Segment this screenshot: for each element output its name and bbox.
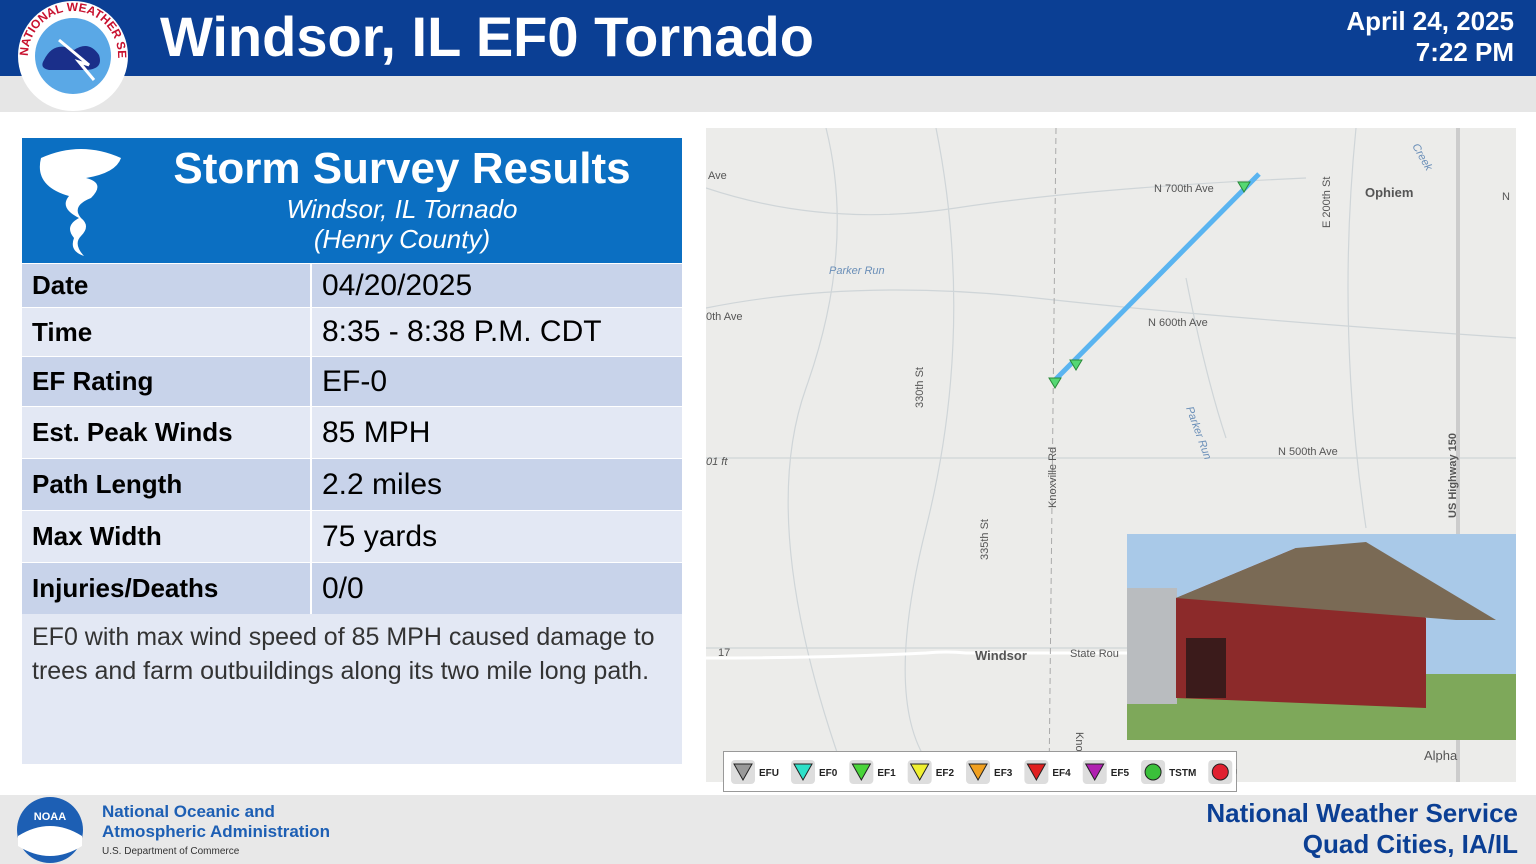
legend-symbol — [968, 763, 988, 782]
header-bar — [0, 0, 1536, 76]
legend-label: EF4 — [1052, 768, 1071, 779]
survey-county: (Henry County) — [313, 224, 491, 254]
survey-row: Max Width 75 yards — [22, 510, 682, 562]
legend-label: EF1 — [877, 768, 896, 779]
survey-description: EF0 with max wind speed of 85 MPH caused… — [22, 614, 682, 764]
survey-table: Date 04/20/2025 Time 8:35 - 8:38 P.M. CDT EF… — [22, 263, 682, 614]
map-label: 01 ft — [706, 456, 728, 468]
map-label: 17 — [718, 647, 730, 659]
legend-label: EF2 — [936, 768, 955, 779]
office-line: Quad Cities, IA/IL — [1302, 829, 1518, 859]
department: U.S. Department of Commerce — [102, 846, 240, 857]
damage-photo — [1127, 534, 1516, 740]
legend-item: TSTM — [1141, 760, 1196, 784]
map-label: Parker Run — [829, 265, 885, 277]
noaa-logo-text: NOAA — [34, 811, 66, 823]
legend: EFU EF0 EF1 EF2 EF3 EF4 EF5 TSTM UKN — [723, 751, 1237, 792]
survey-title: Storm Survey Results — [173, 144, 631, 193]
legend-symbol — [1026, 763, 1047, 782]
legend-item: EF5 — [1082, 760, 1130, 784]
map-label: Knoxville Rd — [1047, 447, 1059, 508]
map-label: N 600th Ave — [1148, 317, 1208, 329]
map-label: State Rou — [1070, 648, 1119, 660]
map-label: 0th Ave — [706, 311, 743, 323]
legend-symbol — [909, 763, 930, 782]
agency: National Oceanic and Atmospheric Adminis… — [102, 802, 330, 862]
row-label: Max Width — [22, 511, 312, 562]
footer — [0, 795, 1536, 864]
survey-subtitle: Windsor, IL Tornado — [286, 194, 518, 224]
legend-symbol — [851, 763, 872, 782]
map-label: N — [1502, 191, 1510, 203]
map-label: Ave — [708, 170, 727, 182]
row-value: 0/0 — [322, 571, 364, 605]
row-label: Est. Peak Winds — [22, 407, 312, 458]
legend-symbol — [1211, 763, 1229, 781]
row-label: Time — [22, 308, 312, 356]
map-label: Windsor — [975, 648, 1027, 663]
row-value: 04/20/2025 — [322, 268, 473, 302]
issued-date: April 24, 2025 — [1346, 6, 1514, 36]
row-label: Date — [22, 264, 312, 307]
survey-header: Storm Survey Results Windsor, IL Tornado… — [22, 138, 682, 263]
survey-row: Est. Peak Winds 85 MPH — [22, 406, 682, 458]
survey-panel: Storm Survey Results Windsor, IL Tornado… — [22, 138, 682, 764]
nws-logo: NATIONAL WEATHER SERVICE — [14, 0, 129, 111]
row-value: 85 MPH — [322, 415, 431, 449]
legend-label: EF0 — [819, 768, 838, 779]
issued: April 24, 2025 7:22 PM — [1346, 6, 1514, 68]
legend-label: EF3 — [994, 768, 1013, 779]
legend-label: EF5 — [1111, 768, 1130, 779]
row-label: Injuries/Deaths — [22, 563, 312, 614]
issued-time: 7:22 PM — [1415, 37, 1514, 67]
map-label: Ophiem — [1365, 185, 1413, 200]
legend-item: EF3 — [966, 760, 1013, 784]
legend-symbol — [733, 763, 753, 782]
row-label: Path Length — [22, 459, 312, 510]
map-label: 330th St — [914, 367, 926, 408]
map: Ave N 700th Ave Ophiem N E 200th St Park… — [706, 128, 1516, 782]
legend-label: TSTM — [1169, 768, 1196, 779]
legend-item: EF1 — [849, 760, 896, 784]
map-label: 335th St — [979, 519, 991, 560]
row-value: 75 yards — [322, 519, 438, 553]
tornado-icon — [39, 149, 121, 256]
legend-label: UKN — [1236, 768, 1237, 779]
row-label: EF Rating — [22, 357, 312, 406]
map-label: E 200th St — [1321, 177, 1333, 228]
office: National Weather Service Quad Cities, IA… — [1206, 798, 1518, 860]
legend-symbol — [1144, 763, 1162, 781]
legend-symbol — [1084, 763, 1105, 782]
legend-item: EF4 — [1024, 760, 1071, 784]
survey-row: Path Length 2.2 miles — [22, 458, 682, 510]
agency-line: National Oceanic and — [102, 802, 275, 821]
legend-label: EFU — [759, 768, 779, 779]
legend-item: EFU — [731, 760, 779, 784]
legend-item: EF0 — [791, 760, 838, 784]
map-label: US Highway 150 — [1447, 433, 1459, 518]
legend-symbol — [793, 763, 813, 782]
survey-row: Time 8:35 - 8:38 P.M. CDT — [22, 307, 682, 356]
page-title: Windsor, IL EF0 Tornado — [160, 5, 814, 68]
legend-item: EF2 — [907, 760, 955, 784]
row-value: EF-0 — [322, 364, 388, 398]
map-label: N 700th Ave — [1154, 183, 1214, 195]
noaa-logo: NOAA — [17, 797, 83, 863]
map-label: Kno — [1073, 732, 1085, 752]
legend-item: UKN — [1208, 760, 1237, 784]
row-value: 2.2 miles — [322, 467, 443, 501]
agency-line: Atmospheric Administration — [102, 822, 330, 841]
map-label: N 500th Ave — [1278, 446, 1338, 458]
survey-row: Injuries/Deaths 0/0 — [22, 562, 682, 614]
row-value: 8:35 - 8:38 P.M. CDT — [322, 315, 602, 348]
header-strip — [0, 76, 1536, 112]
map-label: Alpha — [1424, 748, 1458, 763]
office-line: National Weather Service — [1206, 798, 1518, 828]
survey-row: EF Rating EF-0 — [22, 356, 682, 406]
survey-row: Date 04/20/2025 — [22, 263, 682, 307]
